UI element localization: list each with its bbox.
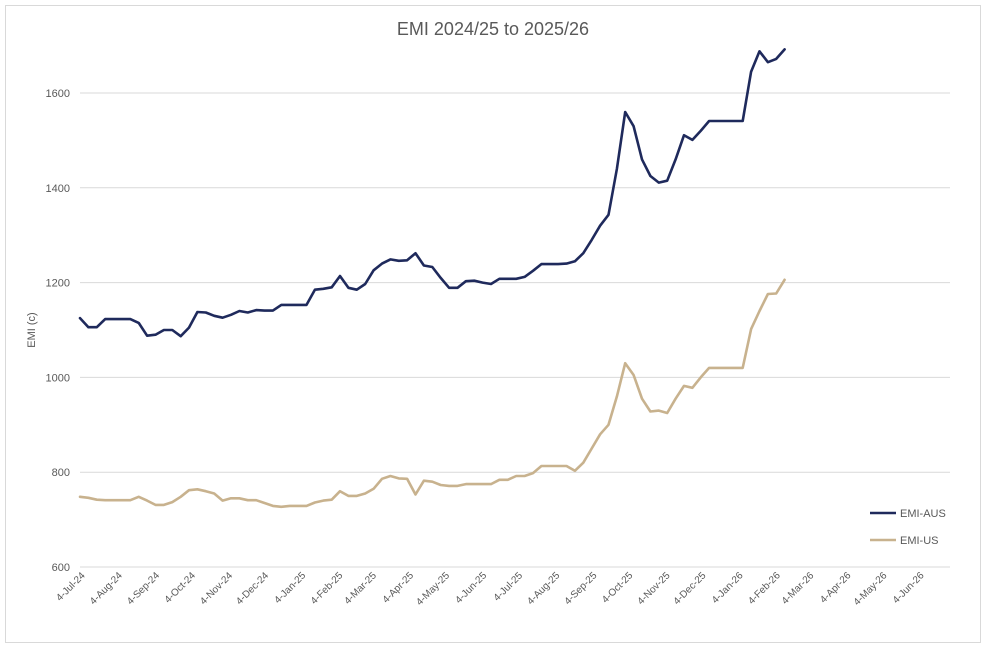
series-line-emi-aus bbox=[78, 48, 786, 338]
y-tick-label: 600 bbox=[52, 562, 70, 574]
chart-border bbox=[5, 5, 981, 643]
y-tick-label: 1000 bbox=[46, 372, 70, 384]
y-axis-label: EMI (c) bbox=[26, 312, 38, 347]
legend-item: EMI-AUS bbox=[870, 508, 946, 520]
y-tick-label: 1200 bbox=[46, 278, 70, 290]
legend-item: EMI-US bbox=[870, 535, 939, 547]
chart-title: EMI 2024/25 to 2025/26 bbox=[397, 19, 589, 39]
y-tick-label: 800 bbox=[52, 467, 70, 479]
legend-label: EMI-US bbox=[900, 535, 939, 547]
y-tick-label: 1600 bbox=[46, 88, 70, 100]
series-line-emi-us bbox=[78, 278, 786, 509]
y-tick-label: 1400 bbox=[46, 183, 70, 195]
legend-label: EMI-AUS bbox=[900, 508, 946, 520]
